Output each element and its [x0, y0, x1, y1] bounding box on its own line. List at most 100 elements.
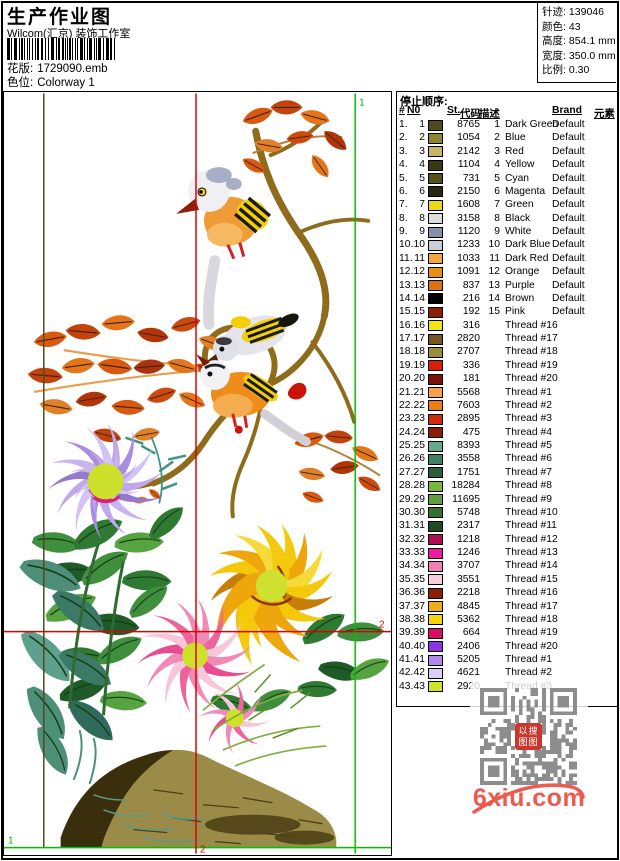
- row-description: Thread #10: [505, 506, 558, 518]
- table-body: 1. 1 8765 1 Dark Green Default 2. 2 1054…: [397, 118, 617, 693]
- row-description: Thread #13: [505, 547, 558, 558]
- row-description: Pink: [505, 306, 526, 318]
- stop-sequence-title: 停止顺序:: [400, 96, 448, 108]
- row-order: 35.: [399, 573, 414, 585]
- green-leaves-right: [296, 609, 391, 704]
- row-description: Thread #19: [505, 627, 558, 639]
- row-order: 30.: [399, 506, 414, 518]
- row-needle: 21: [413, 386, 425, 398]
- row-needle: 4: [419, 159, 425, 171]
- row-stitches: 837: [462, 279, 480, 291]
- table-row: 42. 42 4621 Thread #2: [397, 666, 617, 679]
- color-swatch: [428, 199, 443, 211]
- row-code: 15: [488, 306, 500, 318]
- row-code: 9: [494, 226, 500, 237]
- table-row: 19. 19 336 Thread #19: [397, 359, 617, 372]
- row-brand: Default: [552, 266, 585, 278]
- guide-marker-1-top: 1: [359, 97, 365, 108]
- design-file-label: 花版:: [7, 63, 34, 75]
- row-code: 11: [489, 252, 500, 264]
- row-stitches: 475: [462, 426, 480, 438]
- row-description: Thread #11: [505, 520, 557, 532]
- vines: [68, 542, 125, 716]
- row-description: White: [505, 226, 532, 237]
- row-needle: 40: [413, 640, 425, 652]
- table-row: 29. 29 11695 Thread #9: [397, 493, 617, 506]
- watermark-overlay: 以搜 图图 6xiu.com: [470, 678, 588, 818]
- table-row: 3. 3 2142 3 Red Default: [397, 145, 617, 158]
- row-code: 14: [488, 292, 500, 304]
- col-header-el: 元素: [594, 109, 615, 120]
- row-needle: 2: [419, 132, 425, 144]
- row-stitches: 216: [462, 292, 480, 304]
- row-needle: 11: [414, 252, 425, 264]
- row-code: 5: [494, 172, 500, 184]
- row-needle: 43: [413, 680, 425, 692]
- row-order: 34.: [399, 560, 414, 572]
- qr-badge-line2: 图图: [518, 737, 539, 747]
- row-needle: 39: [413, 627, 425, 639]
- color-swatch: [428, 667, 443, 679]
- row-description: Thread #3: [505, 413, 552, 425]
- row-order: 4.: [399, 159, 408, 171]
- col-header-brand: Brand: [552, 105, 583, 116]
- row-description: Thread #4: [505, 426, 552, 438]
- color-swatch: [428, 333, 443, 345]
- row-description: Thread #1: [505, 654, 552, 665]
- color-swatch: [428, 560, 443, 572]
- row-stitches: 1033: [457, 252, 480, 264]
- table-row: 37. 37 4845 Thread #17: [397, 600, 617, 613]
- table-row: 38. 38 5362 Thread #18: [397, 613, 617, 626]
- row-needle: 12: [413, 266, 425, 278]
- row-order: 43.: [399, 680, 414, 692]
- row-brand: Default: [552, 292, 585, 304]
- row-order: 5.: [399, 172, 408, 184]
- row-order: 32.: [399, 533, 414, 545]
- row-order: 27.: [399, 466, 414, 478]
- color-swatch: [428, 253, 443, 265]
- row-description: Thread #6: [505, 453, 552, 465]
- row-stitches: 1120: [457, 226, 480, 237]
- row-description: Dark Red: [505, 252, 549, 264]
- row-stitches: 2920: [457, 680, 480, 692]
- row-description: Thread #19: [505, 359, 558, 371]
- table-row: 30. 30 5748 Thread #10: [397, 506, 617, 519]
- row-order: 28.: [399, 480, 414, 492]
- row-stitches: 1054: [457, 132, 480, 144]
- color-swatch: [428, 413, 443, 425]
- color-swatch: [428, 373, 443, 385]
- row-stitches: 2317: [457, 520, 480, 532]
- row-stitches: 2142: [457, 145, 480, 157]
- page-title: 生产作业图: [7, 7, 113, 28]
- color-swatch: [428, 306, 443, 318]
- table-row: 17. 17 2820 Thread #17: [397, 332, 617, 345]
- row-brand: Default: [552, 185, 585, 197]
- table-row: 26. 26 3558 Thread #6: [397, 452, 617, 465]
- row-needle: 1: [419, 119, 425, 130]
- row-stitches: 1104: [457, 159, 480, 171]
- row-order: 15.: [399, 306, 414, 318]
- row-description: Thread #17: [505, 333, 558, 344]
- colors-row: 颜色: 43: [542, 20, 581, 33]
- row-stitches: 2406: [457, 640, 480, 652]
- row-stitches: 5205: [457, 654, 480, 665]
- qr-badge-line1: 以搜: [518, 726, 539, 736]
- row-code: 6: [494, 185, 500, 197]
- row-needle: 31: [413, 520, 425, 532]
- row-needle: 28: [413, 480, 425, 492]
- row-stitches: 3558: [457, 453, 480, 465]
- color-swatch: [428, 494, 443, 505]
- row-stitches: 1091: [457, 266, 480, 278]
- table-row: 9. 9 1120 9 White Default: [397, 225, 617, 238]
- scale-row: 比例: 0.30: [542, 64, 590, 77]
- table-row: 41. 41 5205 Thread #1: [397, 653, 617, 666]
- embroidery-preview: 1 1 2 2: [4, 93, 391, 855]
- table-row: 27. 27 1751 Thread #7: [397, 466, 617, 479]
- row-needle: 24: [413, 426, 425, 438]
- ground-mound: [60, 749, 337, 848]
- qr-center-badge: 以搜 图图: [515, 723, 542, 750]
- table-row: 25. 25 8393 Thread #5: [397, 439, 617, 452]
- orange-leaves-top: [239, 99, 351, 182]
- row-description: Thread #20: [505, 373, 558, 385]
- row-order: 21.: [399, 386, 414, 398]
